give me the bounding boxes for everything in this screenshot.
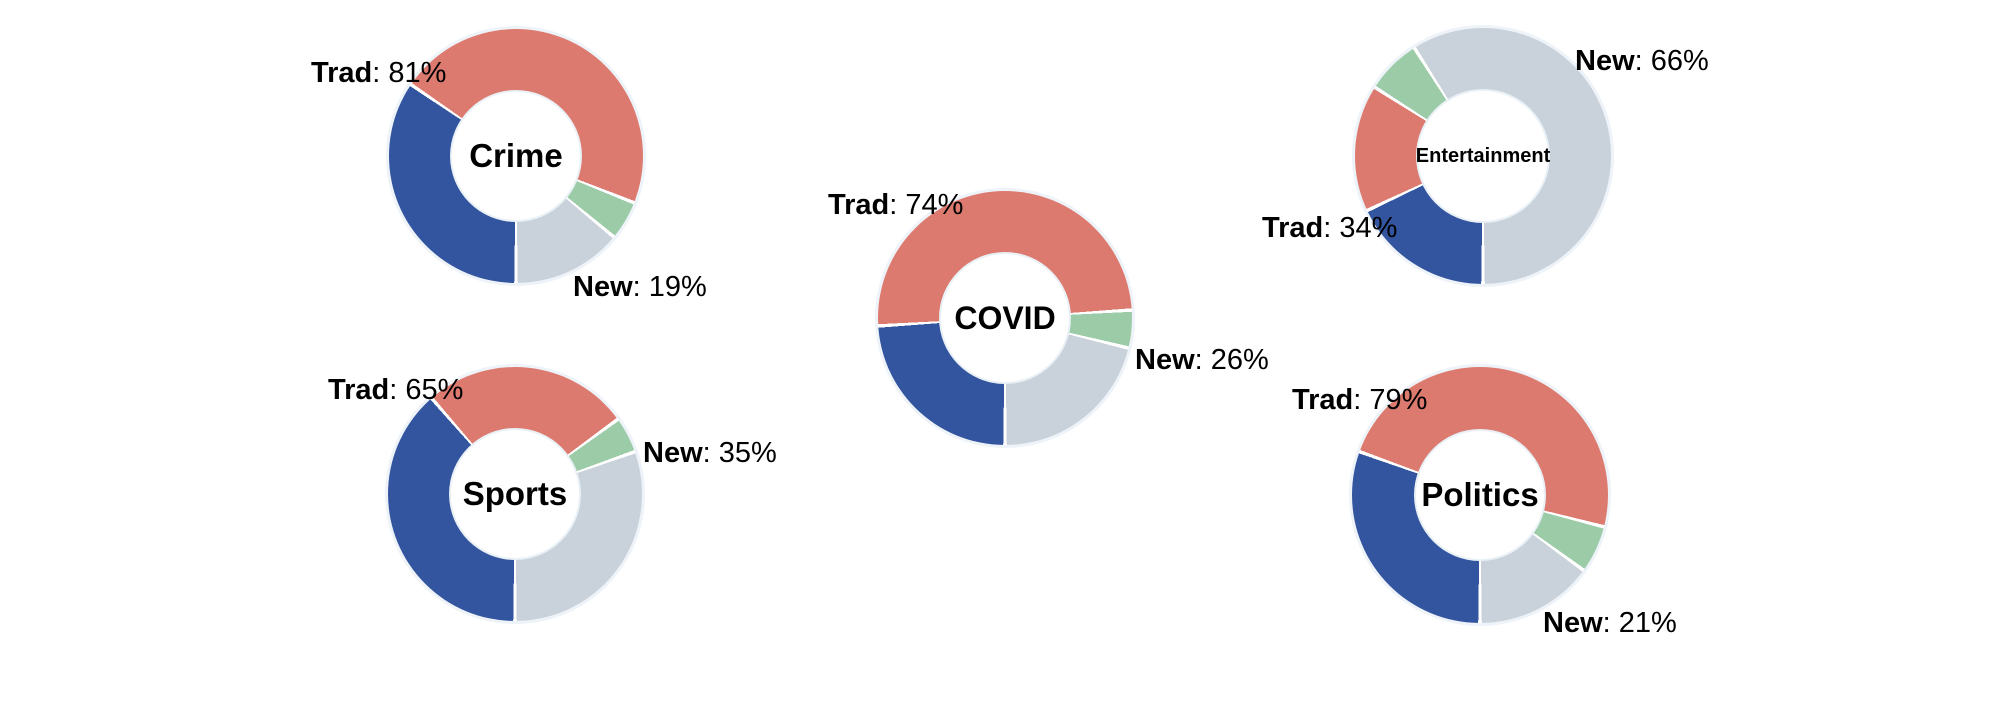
donut-hole-covid: COVID bbox=[941, 254, 1069, 382]
label-value-part: : 74% bbox=[889, 189, 964, 221]
label-value-part: : 81% bbox=[372, 57, 447, 89]
trad-share-label-politics: Trad: 79% bbox=[1292, 384, 1427, 417]
label-bold-part: Trad bbox=[311, 57, 373, 89]
chart-title-sports: Sports bbox=[462, 475, 568, 512]
label-bold-part: New bbox=[1135, 344, 1195, 376]
donut-hole-politics: Politics bbox=[1416, 431, 1544, 559]
donut-hole-sports: Sports bbox=[451, 430, 579, 558]
label-value-part: : 35% bbox=[702, 437, 777, 469]
donut-chart-crime: Crime bbox=[389, 29, 643, 283]
label-value-part: : 66% bbox=[1634, 45, 1709, 77]
label-value-part: : 19% bbox=[632, 271, 707, 303]
label-value-part: : 26% bbox=[1194, 344, 1269, 376]
trad-share-label-entertainment: Trad: 34% bbox=[1262, 212, 1397, 245]
chart-title-politics: Politics bbox=[1421, 476, 1539, 513]
donut-chart-sports: Sports bbox=[388, 367, 642, 621]
donut-chart-covid: COVID bbox=[878, 191, 1132, 445]
trad-share-label-sports: Trad: 65% bbox=[328, 374, 463, 407]
new-share-label-politics: New: 21% bbox=[1543, 607, 1677, 640]
chart-title-covid: COVID bbox=[954, 299, 1056, 336]
label-bold-part: Trad bbox=[1292, 384, 1354, 416]
chart-title-crime: Crime bbox=[469, 137, 563, 174]
new-share-label-crime: New: 19% bbox=[573, 271, 707, 304]
trad-share-label-crime: Trad: 81% bbox=[311, 57, 446, 90]
label-value-part: : 21% bbox=[1602, 607, 1677, 639]
label-value-part: : 79% bbox=[1353, 384, 1428, 416]
donut-chart-politics: Politics bbox=[1352, 367, 1608, 623]
trad-share-label-covid: Trad: 74% bbox=[828, 189, 963, 222]
donut-chart-entertainment: Entertainment bbox=[1355, 28, 1611, 284]
label-value-part: : 65% bbox=[389, 374, 464, 406]
label-bold-part: New bbox=[1543, 607, 1603, 639]
label-bold-part: Trad bbox=[828, 189, 890, 221]
chart-title-entertainment: Entertainment bbox=[1415, 144, 1551, 167]
label-bold-part: New bbox=[643, 437, 703, 469]
label-bold-part: New bbox=[573, 271, 633, 303]
label-bold-part: New bbox=[1575, 45, 1635, 77]
new-share-label-covid: New: 26% bbox=[1135, 344, 1269, 377]
label-value-part: : 34% bbox=[1323, 212, 1398, 244]
donut-hole-entertainment: Entertainment bbox=[1415, 91, 1551, 221]
label-bold-part: Trad bbox=[1262, 212, 1324, 244]
new-share-label-sports: New: 35% bbox=[643, 437, 777, 470]
new-share-label-entertainment: New: 66% bbox=[1575, 45, 1709, 78]
label-bold-part: Trad bbox=[328, 374, 390, 406]
donut-hole-crime: Crime bbox=[452, 92, 580, 220]
